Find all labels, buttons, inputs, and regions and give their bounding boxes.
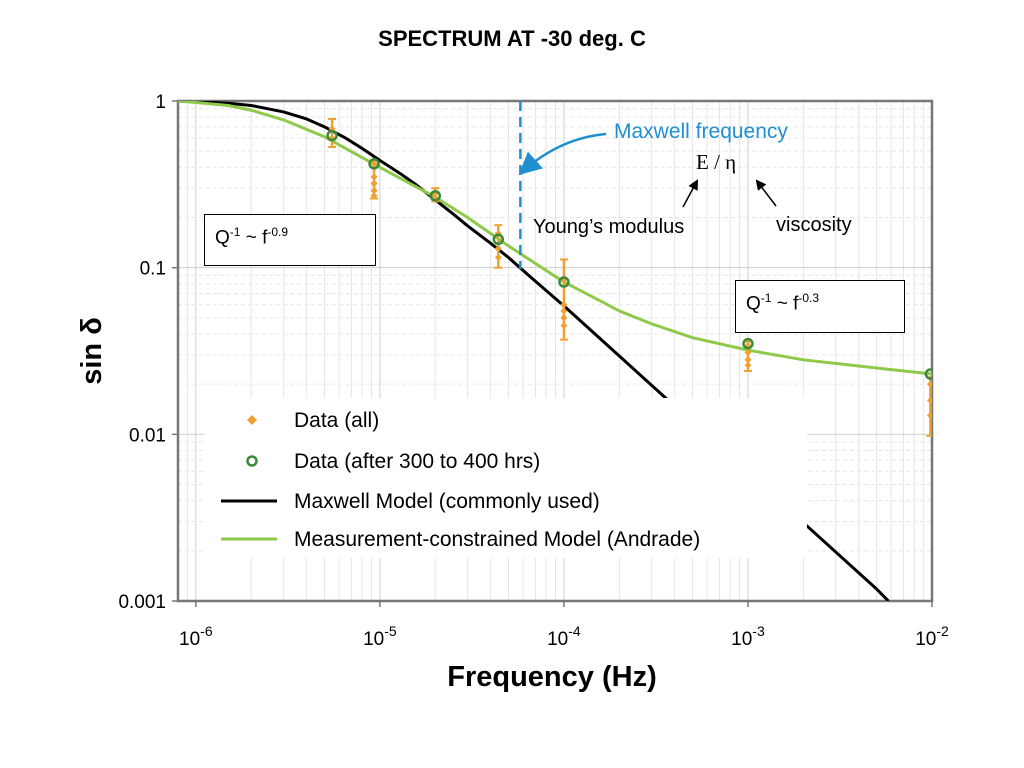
- slope-q: Q: [746, 293, 761, 315]
- y-axis-title: sin δ: [76, 317, 108, 385]
- data-all-point: [370, 160, 378, 168]
- youngs-modulus-arrow: [682, 179, 698, 208]
- viscosity-label: viscosity: [776, 214, 852, 236]
- legend-label: Data (all): [294, 409, 379, 432]
- axes: 1 0.1 0.01 0.001 10-6 10-5 10-4 10-3 10-2 Frequen…: [76, 92, 949, 693]
- data-all-point: [370, 173, 378, 181]
- data-all-point: [560, 301, 568, 309]
- data-all-point: [560, 314, 568, 322]
- data-300-400-point: [742, 337, 754, 350]
- viscosity-arrow: [755, 179, 777, 207]
- slope-f: ~ f: [771, 293, 799, 315]
- slope-box-right: Q-1 ~ f-0.3: [735, 280, 905, 333]
- slope-box-left: Q-1 ~ f-0.9: [204, 214, 376, 266]
- x-tick-label: 10-6: [179, 623, 213, 650]
- maxwell-frequency-arrow: [518, 132, 607, 175]
- plot-frame: [176, 99, 934, 603]
- slope-q-exponent: -1: [229, 225, 241, 239]
- x-axis-title: Frequency (Hz): [447, 661, 656, 693]
- slope-f-exponent: -0.3: [798, 291, 820, 305]
- andrade-model-line: [178, 101, 932, 376]
- data-all-point: [926, 380, 932, 388]
- data-all-point: [370, 179, 378, 187]
- x-tick-label: 10-4: [547, 623, 581, 650]
- y-tick-label: 0.1: [140, 259, 166, 280]
- series: [178, 101, 932, 601]
- data-300-400-point: [924, 368, 932, 380]
- data-all-point: [560, 321, 568, 329]
- data-all-point: [370, 192, 378, 200]
- data-all-point: [744, 356, 752, 364]
- slope-q: Q: [215, 227, 230, 249]
- data-300-400-point: [326, 129, 338, 142]
- legend-circle-icon: [246, 455, 258, 467]
- data-all-point: [926, 411, 932, 419]
- formula-label: E / η: [696, 150, 736, 174]
- slope-f-exponent: -0.9: [267, 225, 289, 239]
- data-300-400-point: [429, 190, 442, 202]
- x-tick-label: 10-2: [915, 623, 949, 650]
- data-all-point: [494, 254, 502, 262]
- page-title: SPECTRUM AT -30 deg. C: [378, 26, 646, 51]
- y-tick-label: 1: [155, 92, 166, 113]
- data-300-400-point: [492, 233, 505, 246]
- legend-label: Maxwell Model (commonly used): [294, 490, 600, 513]
- legend: Data (all) Data (after 300 to 400 hrs) Max…: [205, 398, 807, 558]
- data-all-point: [560, 307, 568, 315]
- data-all-point: [744, 348, 752, 356]
- data-all-point: [494, 245, 502, 253]
- legend-background: [205, 398, 807, 558]
- data-all-point: [744, 361, 752, 369]
- data-all-point: [370, 187, 378, 195]
- data-all-point: [926, 396, 932, 404]
- legend-diamond-icon: [247, 415, 257, 425]
- legend-label: Data (after 300 to 400 hrs): [294, 450, 540, 473]
- y-tick-label: 0.001: [118, 592, 166, 613]
- slope-q-exponent: -1: [760, 291, 772, 305]
- annotations: Maxwell frequency E / η Young’s modulus vis…: [518, 101, 852, 270]
- legend-label: Measurement-constrained Model (Andrade): [294, 528, 700, 551]
- maxwell-frequency-label: Maxwell frequency: [614, 120, 788, 143]
- y-tick-label: 0.01: [129, 425, 166, 446]
- data-300-400-point: [558, 276, 570, 288]
- youngs-modulus-label: Young’s modulus: [533, 216, 684, 238]
- slope-f: ~ f: [240, 227, 268, 249]
- x-tick-label: 10-3: [731, 623, 765, 650]
- x-tick-label: 10-5: [363, 623, 397, 650]
- data-300-400-point: [368, 158, 380, 170]
